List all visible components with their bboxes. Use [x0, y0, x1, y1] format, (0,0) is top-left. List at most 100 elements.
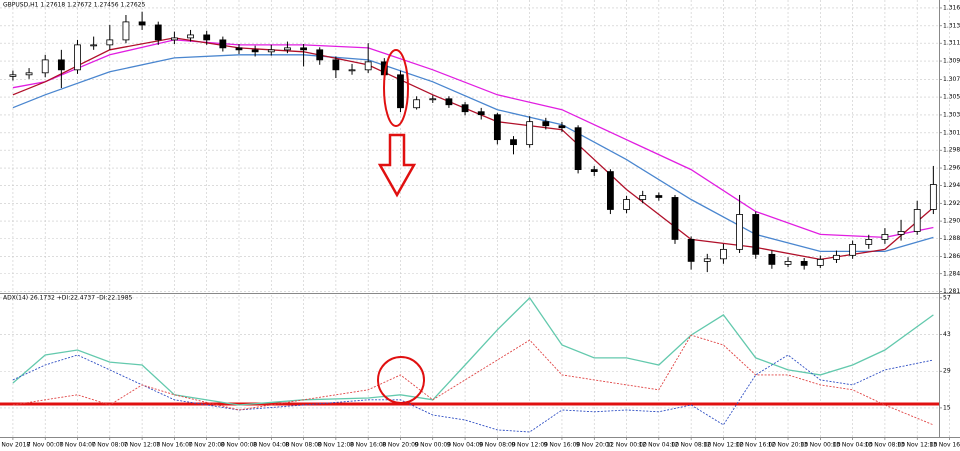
indicator-line: [12, 54, 934, 253]
y-tick-label: 1.30965: [943, 58, 960, 65]
candle-body: [768, 253, 776, 265]
candle-body: [736, 214, 743, 250]
x-tick-label: 8 Nov 20:00: [382, 442, 419, 449]
x-tick-label: 12 Nov 20:00: [768, 442, 809, 449]
candle-body: [526, 121, 534, 146]
candle-body: [413, 99, 421, 109]
chart-title: GBPUSD,H1 1.27618 1.27672 1.27456 1.2762…: [3, 2, 145, 9]
candle-body: [929, 184, 937, 210]
x-tick-label: 7 Nov 20:00: [188, 442, 225, 449]
y-tick-label: 1.29250: [943, 200, 960, 207]
candle-body: [25, 72, 33, 76]
x-tick-label: 9 Nov 12:00: [511, 442, 548, 449]
candle-body: [752, 214, 760, 255]
candle-body: [170, 37, 178, 41]
candle-body: [203, 34, 211, 41]
x-tick-label: 9 Nov 20:00: [576, 442, 613, 449]
indicator-line: [12, 39, 934, 239]
candle-body: [784, 260, 792, 265]
annotation-arrow: [377, 133, 417, 198]
candle-body: [219, 39, 227, 49]
candle-body: [138, 21, 146, 26]
y-tick-label: 1.28185: [943, 288, 960, 295]
x-tick-label: 7 Nov 08:00: [91, 442, 128, 449]
candle-body: [57, 59, 65, 71]
x-tick-label: 13 Nov 08:00: [865, 442, 906, 449]
candle-body: [332, 59, 340, 71]
x-tick-label: 9 Nov 00:00: [414, 442, 451, 449]
y-tick-label: 1.30100: [943, 129, 960, 136]
candle-body: [606, 171, 614, 210]
x-tick-label: 8 Nov 04:00: [253, 442, 290, 449]
candle-body: [558, 125, 566, 129]
x-tick-label: 12 Nov 16:00: [736, 442, 777, 449]
candle-body: [800, 260, 808, 266]
y-tick-label: 1.29035: [943, 218, 960, 225]
candle-body: [251, 49, 259, 53]
candle-body: [267, 49, 275, 53]
candle-body: [106, 39, 114, 46]
candle-body: [833, 254, 840, 260]
candle-body: [671, 197, 679, 240]
candle-body: [9, 74, 17, 77]
candle-body: [445, 98, 453, 106]
candle-body: [865, 239, 873, 245]
x-tick-label: 13 Nov 00:00: [800, 442, 841, 449]
y-tick-label: 1.30315: [943, 111, 960, 118]
x-tick-label: 8 Nov 00:00: [221, 442, 258, 449]
candle-body: [41, 59, 49, 74]
candle-body: [364, 61, 372, 71]
x-tick-label: 13 Nov 16:00: [929, 442, 960, 449]
y-tick-label: 1.30530: [943, 94, 960, 101]
x-tick-label: 7 Nov 16:00: [156, 442, 193, 449]
candle-body: [122, 21, 130, 41]
candle-body: [154, 24, 162, 41]
y-tick-label: 1.29465: [943, 182, 960, 189]
candle-body: [816, 259, 824, 266]
y-tick-label: 15: [943, 404, 951, 411]
y-tick-label: 1.31605: [943, 4, 960, 11]
candle-body: [510, 139, 517, 146]
candle-body: [881, 234, 889, 240]
indicator-line: [12, 334, 934, 426]
x-tick-label: 8 Nov 08:00: [285, 442, 322, 449]
x-tick-label: 7 Nov 12:00: [124, 442, 161, 449]
candle-body: [493, 114, 501, 141]
y-tick-label: 29: [943, 368, 951, 375]
y-tick-label: 1.31390: [943, 22, 960, 29]
candle-body: [74, 44, 81, 71]
candle-body: [284, 47, 291, 51]
candle-body: [687, 239, 695, 262]
candle-body: [574, 127, 582, 170]
candle-body: [461, 104, 469, 113]
x-tick-label: 7 Nov 04:00: [59, 442, 96, 449]
y-tick-label: 1.31180: [943, 40, 960, 47]
candle-body: [655, 195, 663, 198]
candle-body: [300, 47, 307, 51]
x-tick-label: 13 Nov 12:00: [897, 442, 938, 449]
y-tick-label: 57: [943, 294, 951, 301]
candle-body: [90, 44, 98, 47]
y-tick-label: 1.29675: [943, 165, 960, 172]
x-tick-label: 9 Nov 04:00: [447, 442, 484, 449]
x-tick-label: 12 Nov 04:00: [639, 442, 680, 449]
candle-body: [397, 74, 404, 109]
candle-body: [623, 199, 630, 210]
x-tick-label: 12 Nov 08:00: [671, 442, 712, 449]
y-tick-label: 1.29890: [943, 147, 960, 154]
x-tick-label: 7 Nov 00:00: [27, 442, 64, 449]
candle-body: [542, 121, 550, 127]
y-tick-label: 43: [943, 331, 951, 338]
y-tick-label: 1.30740: [943, 76, 960, 83]
candle-body: [590, 169, 598, 172]
y-tick-label: 1.28610: [943, 253, 960, 260]
x-tick-label: 12 Nov 12:00: [703, 442, 744, 449]
annotation-circle: [377, 356, 425, 404]
indicator-title: ADX(14) 26.1732 +DI:22.4737 -DI:22.1985: [3, 295, 133, 302]
x-tick-label: 6 Nov 2018: [0, 442, 30, 449]
candle-body: [897, 231, 905, 235]
x-tick-label: 13 Nov 04:00: [832, 442, 873, 449]
candle-body: [477, 111, 485, 116]
